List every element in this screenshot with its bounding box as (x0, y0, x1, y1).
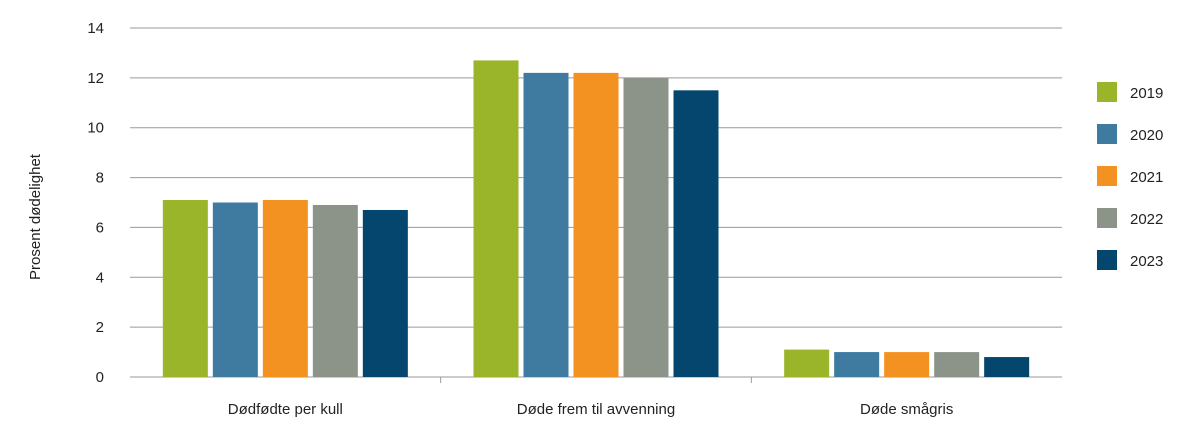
bar-2023-1 (362, 209, 408, 377)
bar-2019-1 (162, 200, 208, 377)
x-category-label: Døde frem til avvenning (517, 401, 675, 418)
bar-2019-2 (473, 60, 519, 378)
legend-label: 2022 (1130, 211, 1163, 228)
y-tick-label: 14 (87, 20, 104, 37)
y-tick-label: 10 (87, 120, 104, 137)
y-axis-label: Prosent dødelighet (27, 153, 44, 280)
bar-2022-3 (934, 352, 980, 377)
y-tick-label: 2 (96, 319, 104, 336)
legend-label: 2023 (1130, 253, 1163, 270)
legend-label: 2019 (1130, 85, 1163, 102)
bar-2021-2 (573, 72, 619, 377)
bar-2020-3 (834, 352, 880, 377)
legend-swatch-2020 (1097, 124, 1117, 144)
bars (162, 60, 1030, 378)
legend: 2019 2020 2021 2022 2023 (1097, 82, 1163, 270)
y-tick-label: 6 (96, 219, 104, 236)
y-tick-label: 0 (96, 369, 104, 386)
y-tick-label: 4 (96, 269, 104, 286)
bar-2020-1 (212, 202, 258, 377)
y-tick-label: 12 (87, 70, 104, 87)
bar-2023-2 (673, 90, 719, 378)
y-tick-label: 8 (96, 170, 104, 187)
bar-2019-3 (784, 349, 830, 377)
legend-swatch-2019 (1097, 82, 1117, 102)
bar-2020-2 (523, 72, 569, 377)
y-axis-ticks: 0 2 4 6 8 10 12 14 (87, 20, 104, 386)
legend-label: 2020 (1130, 127, 1163, 144)
legend-swatch-2021 (1097, 166, 1117, 186)
x-axis: Dødfødte per kull Døde frem til avvenning… (228, 377, 953, 418)
bar-2022-2 (623, 77, 669, 377)
legend-swatch-2022 (1097, 208, 1117, 228)
bar-2021-3 (884, 352, 930, 377)
legend-label: 2021 (1130, 169, 1163, 186)
x-category-label: Døde smågris (860, 401, 953, 418)
bar-2023-3 (984, 357, 1030, 377)
x-category-label: Dødfødte per kull (228, 401, 343, 418)
legend-swatch-2023 (1097, 250, 1117, 270)
bar-2022-1 (312, 204, 358, 377)
bar-2021-1 (262, 200, 308, 377)
